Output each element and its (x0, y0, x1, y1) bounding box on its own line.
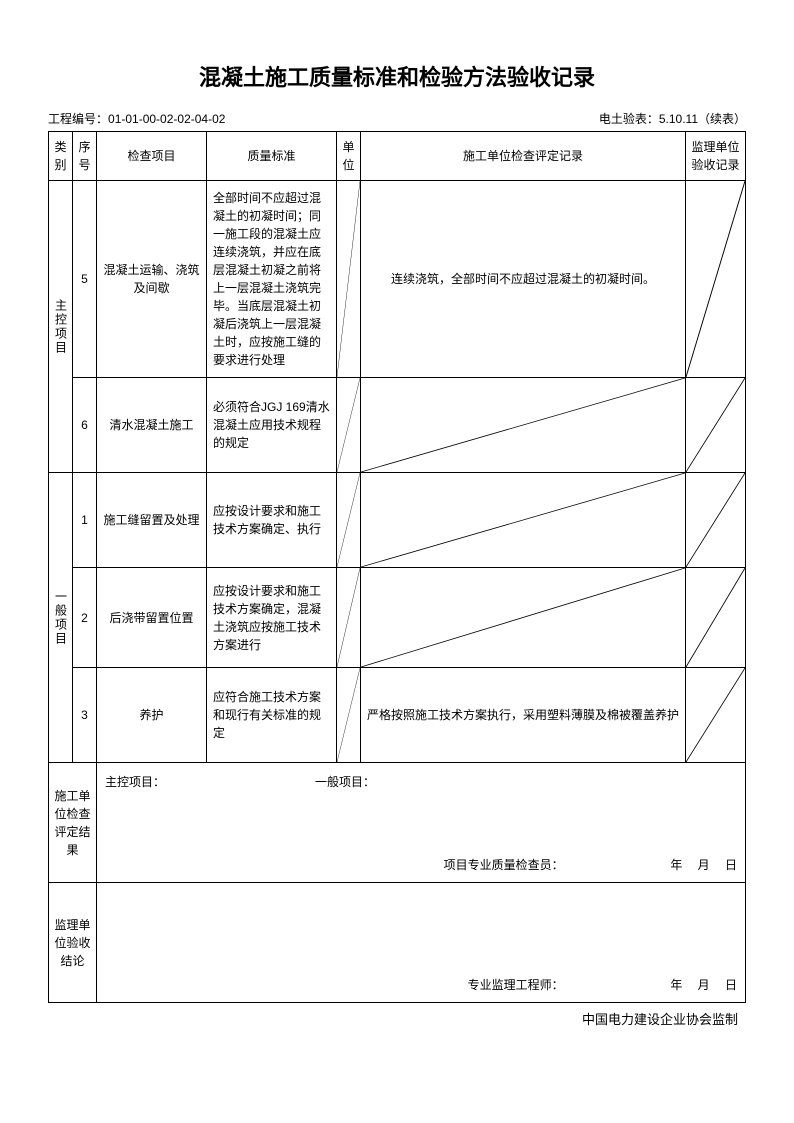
super-cell (686, 378, 746, 473)
footer-construction-row: 施工单位检查评定结果 主控项目： 一般项目： 项目专业质量检查员： 年 月 日 (49, 763, 746, 883)
table-row: 一般项目 1 施工缝留置及处理 应按设计要求和施工技术方案确定、执行 (49, 473, 746, 568)
date-suffix: 年 月 日 (670, 858, 737, 872)
table-row: 主控项目 5 混凝土运输、浇筑及间歇 全部时间不应超过混凝土的初凝时间；同一施工… (49, 181, 746, 378)
record: 连续浇筑，全部时间不应超过混凝土的初凝时间。 (361, 181, 686, 378)
seq: 6 (73, 378, 97, 473)
project-no: 工程编号：01-01-00-02-02-04-02 (48, 110, 225, 127)
unit-cell (337, 181, 361, 378)
bottom-note: 中国电力建设企业协会监制 (48, 1009, 746, 1028)
standard: 应按设计要求和施工技术方案确定，混凝土浇筑应按施工技术方案进行 (207, 568, 337, 668)
seq: 1 (73, 473, 97, 568)
col-item: 检查项目 (97, 132, 207, 181)
record: 严格按照施工技术方案执行，采用塑料薄膜及棉被覆盖养护 (361, 668, 686, 763)
item: 施工缝留置及处理 (97, 473, 207, 568)
construction-label: 施工单位检查评定结果 (49, 763, 97, 883)
inspection-table: 类别 序号 检查项目 质量标准 单位 施工单位检查评定记录 监理单位验收记录 主… (48, 131, 746, 1003)
seq: 5 (73, 181, 97, 378)
col-record: 施工单位检查评定记录 (361, 132, 686, 181)
super-cell (686, 668, 746, 763)
supervisor-engineer-label: 专业监理工程师： (468, 978, 564, 992)
unit-cell (337, 378, 361, 473)
record-cell (361, 378, 686, 473)
standard: 应按设计要求和施工技术方案确定、执行 (207, 473, 337, 568)
col-unit: 单位 (337, 132, 361, 181)
standard: 应符合施工技术方案和现行有关标准的规定 (207, 668, 337, 763)
table-header-row: 类别 序号 检查项目 质量标准 单位 施工单位检查评定记录 监理单位验收记录 (49, 132, 746, 181)
construction-content: 主控项目： 一般项目： 项目专业质量检查员： 年 月 日 (97, 763, 746, 883)
item: 清水混凝土施工 (97, 378, 207, 473)
super-cell (686, 568, 746, 668)
unit-cell (337, 668, 361, 763)
table-no: 电土验表：5.10.11（续表） (599, 110, 746, 127)
supervisor-content: 专业监理工程师： 年 月 日 (97, 883, 746, 1003)
general-item-label: 一般项目： (315, 773, 375, 791)
supervisor-label: 监理单位验收结论 (49, 883, 97, 1003)
col-seq: 序号 (73, 132, 97, 181)
col-supervisor: 监理单位验收记录 (686, 132, 746, 181)
record-cell (361, 568, 686, 668)
col-standard: 质量标准 (207, 132, 337, 181)
seq: 3 (73, 668, 97, 763)
col-category: 类别 (49, 132, 73, 181)
page-title: 混凝土施工质量标准和检验方法验收记录 (48, 60, 746, 92)
seq: 2 (73, 568, 97, 668)
quality-inspector-label: 项目专业质量检查员： (444, 858, 564, 872)
item: 混凝土运输、浇筑及间歇 (97, 181, 207, 378)
standard: 全部时间不应超过混凝土的初凝时间；同一施工段的混凝土应连续浇筑，并应在底层混凝土… (207, 181, 337, 378)
main-item-label: 主控项目： (105, 773, 165, 791)
table-row: 3 养护 应符合施工技术方案和现行有关标准的规定 严格按照施工技术方案执行，采用… (49, 668, 746, 763)
unit-cell (337, 473, 361, 568)
category-main: 主控项目 (49, 181, 73, 473)
table-row: 6 清水混凝土施工 必须符合JGJ 169清水混凝土应用技术规程的规定 (49, 378, 746, 473)
record-cell (361, 473, 686, 568)
unit-cell (337, 568, 361, 668)
item: 养护 (97, 668, 207, 763)
standard: 必须符合JGJ 169清水混凝土应用技术规程的规定 (207, 378, 337, 473)
super-cell (686, 473, 746, 568)
footer-supervisor-row: 监理单位验收结论 专业监理工程师： 年 月 日 (49, 883, 746, 1003)
super-cell (686, 181, 746, 378)
table-row: 2 后浇带留置位置 应按设计要求和施工技术方案确定，混凝土浇筑应按施工技术方案进… (49, 568, 746, 668)
header-row: 工程编号：01-01-00-02-02-04-02 电土验表：5.10.11（续… (48, 110, 746, 127)
date-suffix: 年 月 日 (670, 978, 737, 992)
category-general: 一般项目 (49, 473, 73, 763)
item: 后浇带留置位置 (97, 568, 207, 668)
